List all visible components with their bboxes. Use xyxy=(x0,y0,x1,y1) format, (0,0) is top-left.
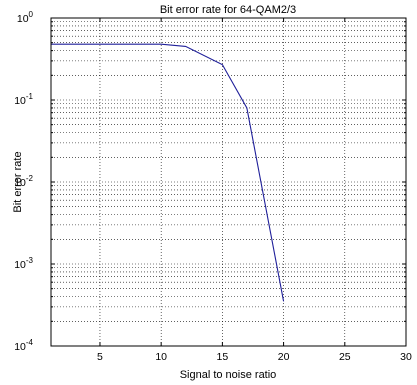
y-tick-label-base: 10 xyxy=(14,177,26,189)
y-tick-label-exponent: -1 xyxy=(26,92,34,101)
x-tick-label: 30 xyxy=(400,351,412,363)
series-line xyxy=(51,43,285,302)
y-tick-label-exponent: 0 xyxy=(29,10,34,19)
y-tick-label-base: 10 xyxy=(14,341,26,353)
x-tick-label: 20 xyxy=(278,351,290,363)
x-axis-label: Signal to noise ratio xyxy=(180,369,277,381)
x-tick-label: 5 xyxy=(97,351,103,363)
y-tick-label: 10-2 xyxy=(14,174,33,189)
y-tick-label: 10-1 xyxy=(14,92,33,107)
grid-lines xyxy=(51,18,406,346)
chart-title: Bit error rate for 64-QAM2/3 xyxy=(160,4,296,16)
x-tick-label: 15 xyxy=(217,351,229,363)
y-tick-label-base: 10 xyxy=(14,259,26,271)
x-tick-labels: 5 10 15 20 25 30 xyxy=(97,351,412,363)
y-tick-label-exponent: -2 xyxy=(26,174,34,183)
x-tick-label: 25 xyxy=(339,351,351,363)
y-tick-label-exponent: -3 xyxy=(26,256,34,265)
x-tick-label: 10 xyxy=(155,351,167,363)
y-tick-label: 10-4 xyxy=(14,338,33,353)
y-axis-label: Bit error rate xyxy=(12,151,24,212)
y-tick-label-exponent: -4 xyxy=(26,338,34,347)
y-tick-label-base: 10 xyxy=(17,13,29,25)
series-layer xyxy=(51,43,285,302)
y-tick-label: 10-3 xyxy=(14,256,33,271)
y-tick-label-base: 10 xyxy=(14,95,26,107)
y-tick-label: 100 xyxy=(17,10,34,25)
tick-marks xyxy=(51,18,407,347)
